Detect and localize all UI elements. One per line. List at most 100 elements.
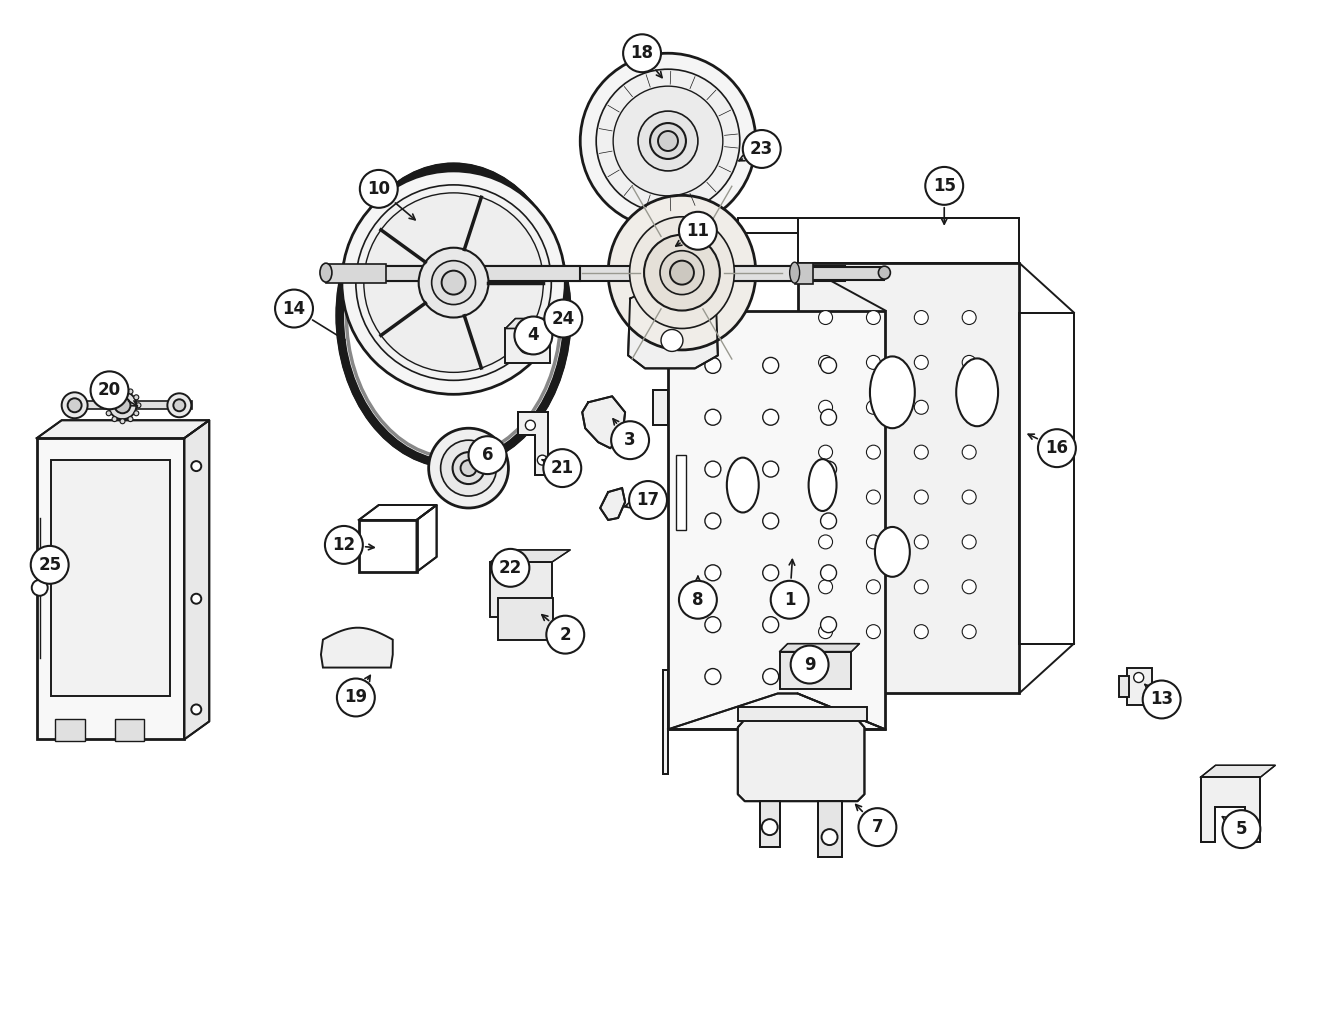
Circle shape <box>821 461 837 477</box>
Bar <box>55 719 85 741</box>
Circle shape <box>520 338 536 354</box>
Circle shape <box>419 247 488 317</box>
Circle shape <box>705 565 721 581</box>
Circle shape <box>866 310 880 324</box>
Circle shape <box>112 389 117 394</box>
Circle shape <box>770 581 809 619</box>
Circle shape <box>650 123 686 159</box>
Ellipse shape <box>956 358 998 426</box>
Bar <box>668 310 886 729</box>
Ellipse shape <box>726 457 758 512</box>
Circle shape <box>818 445 833 459</box>
Circle shape <box>818 310 833 324</box>
Text: 1: 1 <box>783 591 795 608</box>
Bar <box>798 263 1019 694</box>
Circle shape <box>821 617 837 633</box>
Bar <box>810 267 884 280</box>
Circle shape <box>658 131 678 151</box>
Circle shape <box>962 490 976 504</box>
Text: 17: 17 <box>637 491 660 509</box>
Circle shape <box>32 580 48 596</box>
Circle shape <box>866 535 880 549</box>
Circle shape <box>136 403 141 408</box>
Circle shape <box>428 428 508 508</box>
Circle shape <box>325 526 363 564</box>
Circle shape <box>638 112 698 171</box>
Ellipse shape <box>870 356 915 428</box>
Text: 8: 8 <box>692 591 704 608</box>
Circle shape <box>762 668 778 684</box>
Ellipse shape <box>875 527 910 577</box>
Circle shape <box>342 171 565 394</box>
Ellipse shape <box>809 459 837 511</box>
Polygon shape <box>1201 766 1275 778</box>
Circle shape <box>914 625 928 639</box>
Text: 11: 11 <box>686 222 709 239</box>
Circle shape <box>762 410 778 425</box>
Bar <box>326 266 580 281</box>
Circle shape <box>705 617 721 633</box>
Circle shape <box>537 455 548 465</box>
Circle shape <box>866 490 880 504</box>
Circle shape <box>818 356 833 369</box>
Circle shape <box>858 808 896 846</box>
Polygon shape <box>1201 778 1261 842</box>
Ellipse shape <box>661 330 682 352</box>
Circle shape <box>460 460 476 477</box>
Bar <box>114 719 145 741</box>
Circle shape <box>670 261 694 285</box>
Circle shape <box>1037 429 1076 467</box>
Circle shape <box>596 69 739 213</box>
Text: 15: 15 <box>932 176 956 195</box>
Circle shape <box>962 310 976 324</box>
Circle shape <box>68 399 81 413</box>
Text: 4: 4 <box>528 327 539 345</box>
Circle shape <box>192 461 201 472</box>
Circle shape <box>134 394 138 400</box>
Ellipse shape <box>790 266 805 280</box>
Circle shape <box>1222 810 1261 848</box>
Circle shape <box>705 461 721 477</box>
Polygon shape <box>185 420 209 739</box>
Bar <box>505 329 551 363</box>
Text: 6: 6 <box>481 446 493 464</box>
Bar <box>1119 675 1129 698</box>
Ellipse shape <box>790 263 799 283</box>
Circle shape <box>644 235 720 310</box>
Circle shape <box>821 565 837 581</box>
Text: 24: 24 <box>552 309 575 328</box>
Circle shape <box>742 130 781 168</box>
Circle shape <box>492 549 529 587</box>
Polygon shape <box>664 669 668 775</box>
Circle shape <box>120 386 125 391</box>
Circle shape <box>926 167 963 205</box>
Polygon shape <box>628 289 718 368</box>
Polygon shape <box>738 719 864 801</box>
Text: 25: 25 <box>39 556 61 574</box>
Circle shape <box>275 290 313 328</box>
Text: 22: 22 <box>499 559 523 577</box>
Polygon shape <box>779 644 859 652</box>
Bar <box>37 438 185 739</box>
Circle shape <box>660 250 704 295</box>
Ellipse shape <box>608 196 755 350</box>
Circle shape <box>914 490 928 504</box>
Circle shape <box>134 411 138 416</box>
Circle shape <box>629 481 666 519</box>
Text: 21: 21 <box>551 459 573 478</box>
Ellipse shape <box>629 217 734 329</box>
Polygon shape <box>37 420 209 438</box>
Circle shape <box>818 625 833 639</box>
Circle shape <box>61 392 88 418</box>
Circle shape <box>525 420 536 430</box>
Bar <box>738 708 867 721</box>
Polygon shape <box>505 318 560 329</box>
Circle shape <box>866 580 880 594</box>
Circle shape <box>821 668 837 684</box>
Text: 16: 16 <box>1045 439 1068 457</box>
Circle shape <box>962 535 976 549</box>
Circle shape <box>168 393 192 417</box>
Text: 9: 9 <box>803 656 815 673</box>
Circle shape <box>705 357 721 373</box>
Polygon shape <box>491 550 571 562</box>
